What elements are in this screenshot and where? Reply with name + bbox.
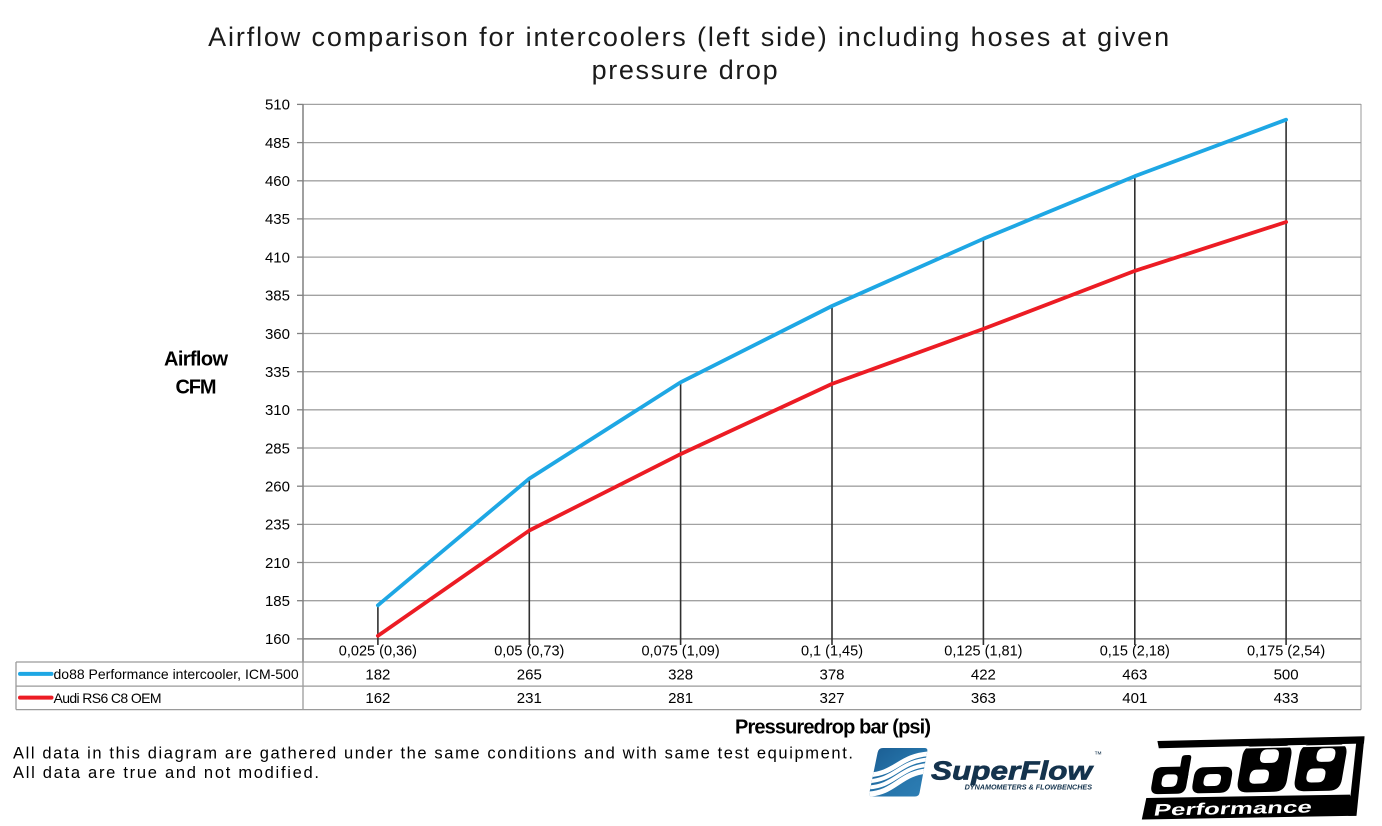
svg-text:235: 235 [265, 517, 290, 534]
svg-text:335: 335 [265, 364, 290, 381]
svg-text:401: 401 [1122, 690, 1147, 707]
svg-text:265: 265 [517, 666, 542, 683]
svg-text:160: 160 [265, 631, 290, 648]
svg-text:435: 435 [265, 211, 290, 228]
svg-text:™: ™ [1094, 750, 1102, 759]
svg-text:0,075 (1,09): 0,075 (1,09) [641, 644, 719, 660]
svg-text:0,15 (2,18): 0,15 (2,18) [1100, 644, 1170, 660]
svg-text:0,05 (0,73): 0,05 (0,73) [494, 644, 564, 660]
svg-text:0,025 (0,36): 0,025 (0,36) [339, 644, 417, 660]
svg-text:DYNAMOMETERS & FLOWBENCHES: DYNAMOMETERS & FLOWBENCHES [965, 783, 1093, 792]
svg-text:463: 463 [1122, 666, 1147, 683]
svg-text:SuperFlow: SuperFlow [931, 756, 1094, 786]
svg-text:327: 327 [819, 690, 844, 707]
svg-text:281: 281 [668, 690, 693, 707]
svg-text:385: 385 [265, 288, 290, 305]
svg-text:185: 185 [265, 593, 290, 610]
svg-text:Airflow: Airflow [164, 348, 228, 370]
svg-text:378: 378 [819, 666, 844, 683]
svg-text:231: 231 [517, 690, 542, 707]
svg-text:422: 422 [971, 666, 996, 683]
svg-text:Airflow comparison for interco: Airflow comparison for intercoolers (lef… [208, 22, 1169, 52]
svg-text:pressure drop: pressure drop [592, 55, 778, 85]
svg-text:162: 162 [365, 690, 390, 707]
svg-text:210: 210 [265, 555, 290, 572]
svg-text:460: 460 [265, 173, 290, 190]
svg-text:285: 285 [265, 440, 290, 457]
svg-text:0,175 (2,54): 0,175 (2,54) [1247, 644, 1325, 660]
svg-text:310: 310 [265, 402, 290, 419]
svg-text:363: 363 [971, 690, 996, 707]
svg-text:All data are true and not modi: All data are true and not modified. [13, 764, 319, 782]
svg-text:485: 485 [265, 135, 290, 152]
svg-text:328: 328 [668, 666, 693, 683]
svg-text:do88 Performance intercooler,: do88 Performance intercooler, ICM-500 [54, 666, 299, 682]
svg-text:Audi RS6 C8 OEM: Audi RS6 C8 OEM [54, 690, 162, 706]
svg-text:360: 360 [265, 326, 290, 343]
svg-text:0,1 (1,45): 0,1 (1,45) [801, 644, 863, 660]
svg-text:182: 182 [365, 666, 390, 683]
svg-text:510: 510 [265, 97, 290, 114]
svg-text:Pressuredrop bar (psi): Pressuredrop bar (psi) [735, 717, 931, 739]
svg-text:0,125 (1,81): 0,125 (1,81) [944, 644, 1022, 660]
svg-text:410: 410 [265, 249, 290, 266]
svg-text:Performance: Performance [1152, 798, 1313, 820]
svg-text:CFM: CFM [176, 376, 217, 398]
svg-text:500: 500 [1274, 666, 1299, 683]
svg-text:433: 433 [1274, 690, 1299, 707]
svg-text:260: 260 [265, 479, 290, 496]
